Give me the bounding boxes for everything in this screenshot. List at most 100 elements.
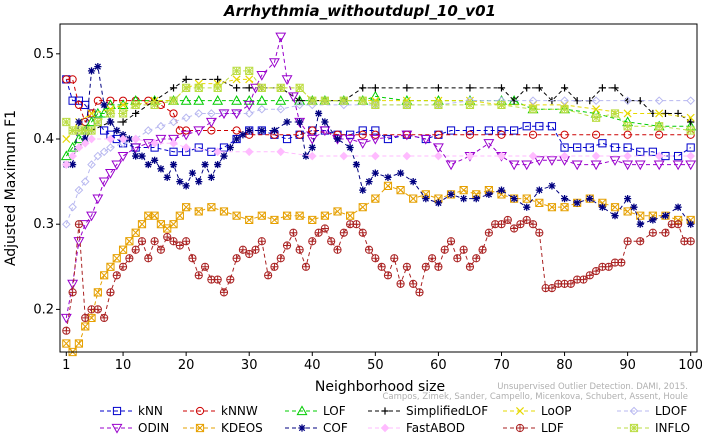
data-point [68,75,77,84]
legend-label: LoOP [541,404,572,418]
data-point [636,147,645,156]
data-point [296,405,308,416]
data-point [218,109,230,120]
data-point [137,220,147,229]
data-point [219,207,229,216]
data-point [92,194,104,205]
data-point [98,177,110,188]
data-point [276,147,286,157]
data-point [80,177,90,186]
data-point [131,228,140,237]
x-tick-label: 1 [62,358,70,373]
data-point [132,152,140,160]
data-point [359,84,367,92]
data-point [346,211,355,220]
data-point [516,220,525,229]
data-point [383,181,393,190]
data-point [308,237,317,246]
data-point [118,134,128,144]
data-point [257,83,266,92]
data-point [333,245,342,254]
data-point [295,100,304,110]
y-tick-label: 0.3 [33,217,54,232]
data-point [497,130,506,139]
data-point [169,138,178,148]
data-point [131,245,140,254]
data-point [81,322,90,331]
data-point [138,152,146,160]
legend-item-simplifiedlof: SimplifiedLOF [368,404,488,418]
data-point [358,126,367,135]
data-point [182,126,191,135]
data-point [358,130,367,139]
data-point [535,186,543,194]
data-point [320,96,329,105]
data-point [528,151,538,161]
data-point [686,113,695,122]
data-point [585,143,594,152]
data-point [380,423,390,433]
data-point [62,339,71,348]
legend-item-ldf: LDF [503,421,564,434]
data-point [465,126,475,135]
data-point [434,130,443,139]
data-point [371,194,380,203]
legend-label: FastABOD [406,421,465,434]
data-point [346,143,354,152]
data-point [93,151,103,161]
data-point [157,165,165,173]
data-point [94,62,102,71]
data-point [268,58,280,68]
data-point [169,220,178,229]
data-point [62,117,71,127]
data-point [497,220,506,229]
data-point [630,203,638,211]
data-point [169,109,178,118]
data-point [87,109,96,118]
data-point [182,75,190,83]
data-point [68,96,77,105]
data-point [226,143,234,152]
y-axis-label: Adjusted Maximum F1 [3,110,19,266]
data-point [604,262,613,271]
data-point [655,109,664,118]
data-point [371,126,380,135]
data-point [86,211,97,222]
data-point [169,117,178,127]
legend-item-ldof: LDOF [617,404,687,418]
data-point [232,75,241,84]
data-point [510,195,518,203]
data-point [547,203,557,212]
data-point [371,84,379,92]
data-point [535,122,544,131]
data-point [175,126,184,135]
data-point [339,228,348,237]
data-point [472,195,480,203]
data-point [214,75,222,83]
data-point [163,232,172,242]
data-point [270,215,279,225]
data-point [307,151,317,161]
data-point [264,271,273,280]
data-point [560,96,569,105]
data-point [528,96,538,105]
data-point [106,134,115,144]
data-point [617,258,626,267]
data-point [169,96,178,105]
data-point [251,245,260,254]
data-point [74,185,84,195]
data-point [673,151,683,161]
data-point [188,169,197,177]
data-point [282,241,292,250]
data-point [371,254,380,263]
series-ldof [61,96,696,229]
data-point [686,126,695,135]
data-point [548,182,556,190]
data-point [276,83,285,92]
legend-label: COF [323,421,348,434]
legend-label: LDOF [655,404,687,418]
data-point [649,216,657,224]
data-point [591,151,601,161]
data-point [169,160,178,169]
data-point [74,143,84,152]
